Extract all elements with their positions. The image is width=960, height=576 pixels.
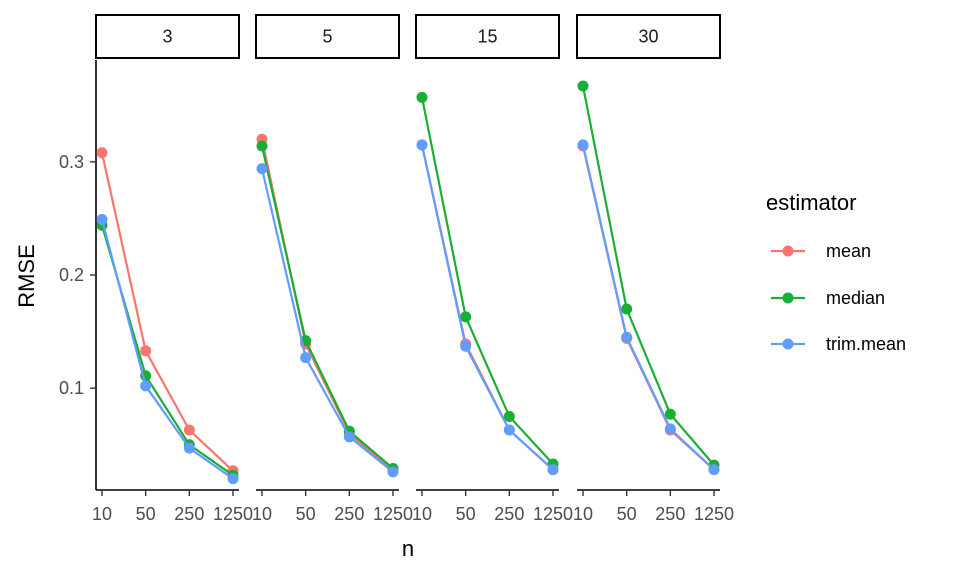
facet-panel-3: 3 10 50 250 1250 0.1 0.2 0.3 <box>59 14 253 524</box>
data-point-median <box>503 410 515 422</box>
legend-key-point <box>782 292 794 304</box>
x-tick-label: 10 <box>573 504 593 524</box>
x-tick-label: 10 <box>412 504 432 524</box>
facet-panel-5: 5 10 50 250 1250 <box>252 14 413 524</box>
facet-strip <box>576 14 721 59</box>
series-line-trim.mean <box>260 168 394 473</box>
x-tick-label: 250 <box>494 504 524 524</box>
x-tick-label: 250 <box>174 504 204 524</box>
facet-strip-label: 30 <box>638 27 658 47</box>
legend-item-mean: mean <box>771 241 871 261</box>
series-trim.mean <box>577 139 720 476</box>
legend-items: mean median trim.mean <box>771 241 906 354</box>
x-tick-label: 1250 <box>694 504 734 524</box>
facet-strip <box>255 14 400 59</box>
legend-label: trim.mean <box>826 334 906 354</box>
data-point-median <box>621 303 633 315</box>
data-point-trim.mean <box>387 466 399 478</box>
series-median <box>577 80 720 471</box>
x-tick-label: 10 <box>252 504 272 524</box>
data-point-median <box>577 80 589 92</box>
facet-strip <box>95 14 240 59</box>
series-line-trim.mean <box>420 144 554 471</box>
data-point-median <box>416 91 428 103</box>
x-tick-label: 1250 <box>533 504 573 524</box>
data-point-median <box>664 408 676 420</box>
data-point-trim.mean <box>708 464 720 476</box>
legend-key-point <box>782 338 794 350</box>
data-point-trim.mean <box>300 352 312 364</box>
series-line-median <box>100 224 234 477</box>
series-line-mean <box>100 152 234 472</box>
data-point-trim.mean <box>140 380 152 392</box>
y-tick-label: 0.2 <box>59 265 84 285</box>
data-point-trim.mean <box>460 340 472 352</box>
data-point-trim.mean <box>416 139 428 151</box>
facet-strip-label: 5 <box>322 27 332 47</box>
x-tick-label: 250 <box>334 504 364 524</box>
data-point-trim.mean <box>547 464 559 476</box>
y-axis-title: RMSE <box>14 244 39 308</box>
series-mean <box>96 147 239 477</box>
x-tick-label: 250 <box>655 504 685 524</box>
series-line-median <box>581 85 715 466</box>
series-line-trim.mean <box>100 219 234 480</box>
x-tick-label: 1250 <box>213 504 253 524</box>
series-median <box>96 219 239 481</box>
data-point-median <box>256 140 268 152</box>
series-line-mean <box>260 138 394 472</box>
data-point-trim.mean <box>343 431 355 443</box>
series-trim.mean <box>96 214 239 485</box>
legend-item-median: median <box>771 288 885 308</box>
legend-item-trim.mean: trim.mean <box>771 334 906 354</box>
x-tick-label: 50 <box>456 504 476 524</box>
legend-title: estimator <box>766 190 856 215</box>
x-axis-title: n <box>402 536 414 561</box>
x-tick-label: 1250 <box>373 504 413 524</box>
data-point-trim.mean <box>577 139 589 151</box>
series-trim.mean <box>416 139 559 476</box>
data-point-trim.mean <box>256 163 268 175</box>
series-trim.mean <box>256 163 399 478</box>
data-point-trim.mean <box>503 424 515 436</box>
facet-strip <box>415 14 560 59</box>
data-point-trim.mean <box>96 214 108 226</box>
legend-label: mean <box>826 241 871 261</box>
legend-label: median <box>826 288 885 308</box>
series-line-mean <box>581 145 715 471</box>
x-tick-label: 50 <box>617 504 637 524</box>
legend: estimator mean median trim.mean <box>766 190 906 354</box>
x-tick-label: 50 <box>296 504 316 524</box>
series-median <box>256 140 399 474</box>
y-tick-label: 0.1 <box>59 378 84 398</box>
y-tick-label: 0.3 <box>59 152 84 172</box>
series-line-trim.mean <box>581 144 715 471</box>
data-point-trim.mean <box>227 473 239 485</box>
data-point-median <box>460 311 472 323</box>
x-tick-label: 50 <box>136 504 156 524</box>
legend-key-point <box>782 245 794 257</box>
series-mean <box>256 133 399 477</box>
facet-strip-label: 15 <box>477 27 497 47</box>
facet-panels: 3 10 50 250 1250 0.1 0.2 0.3 5 10 50 250 1250 15 10 50 2… <box>59 14 734 524</box>
data-point-mean <box>96 147 108 159</box>
series-mean <box>577 140 720 476</box>
data-point-mean <box>140 345 152 357</box>
data-point-trim.mean <box>183 442 195 454</box>
facet-strip-label: 3 <box>162 27 172 47</box>
series-line-median <box>420 97 554 465</box>
facet-panel-30: 30 10 50 250 1250 <box>573 14 734 524</box>
series-mean <box>416 139 559 476</box>
data-point-trim.mean <box>664 423 676 435</box>
x-tick-label: 10 <box>92 504 112 524</box>
series-median <box>416 91 559 470</box>
data-point-mean <box>183 424 195 436</box>
facet-panel-15: 15 10 50 250 1250 <box>412 14 573 524</box>
series-line-median <box>260 145 394 470</box>
data-point-trim.mean <box>621 331 633 343</box>
